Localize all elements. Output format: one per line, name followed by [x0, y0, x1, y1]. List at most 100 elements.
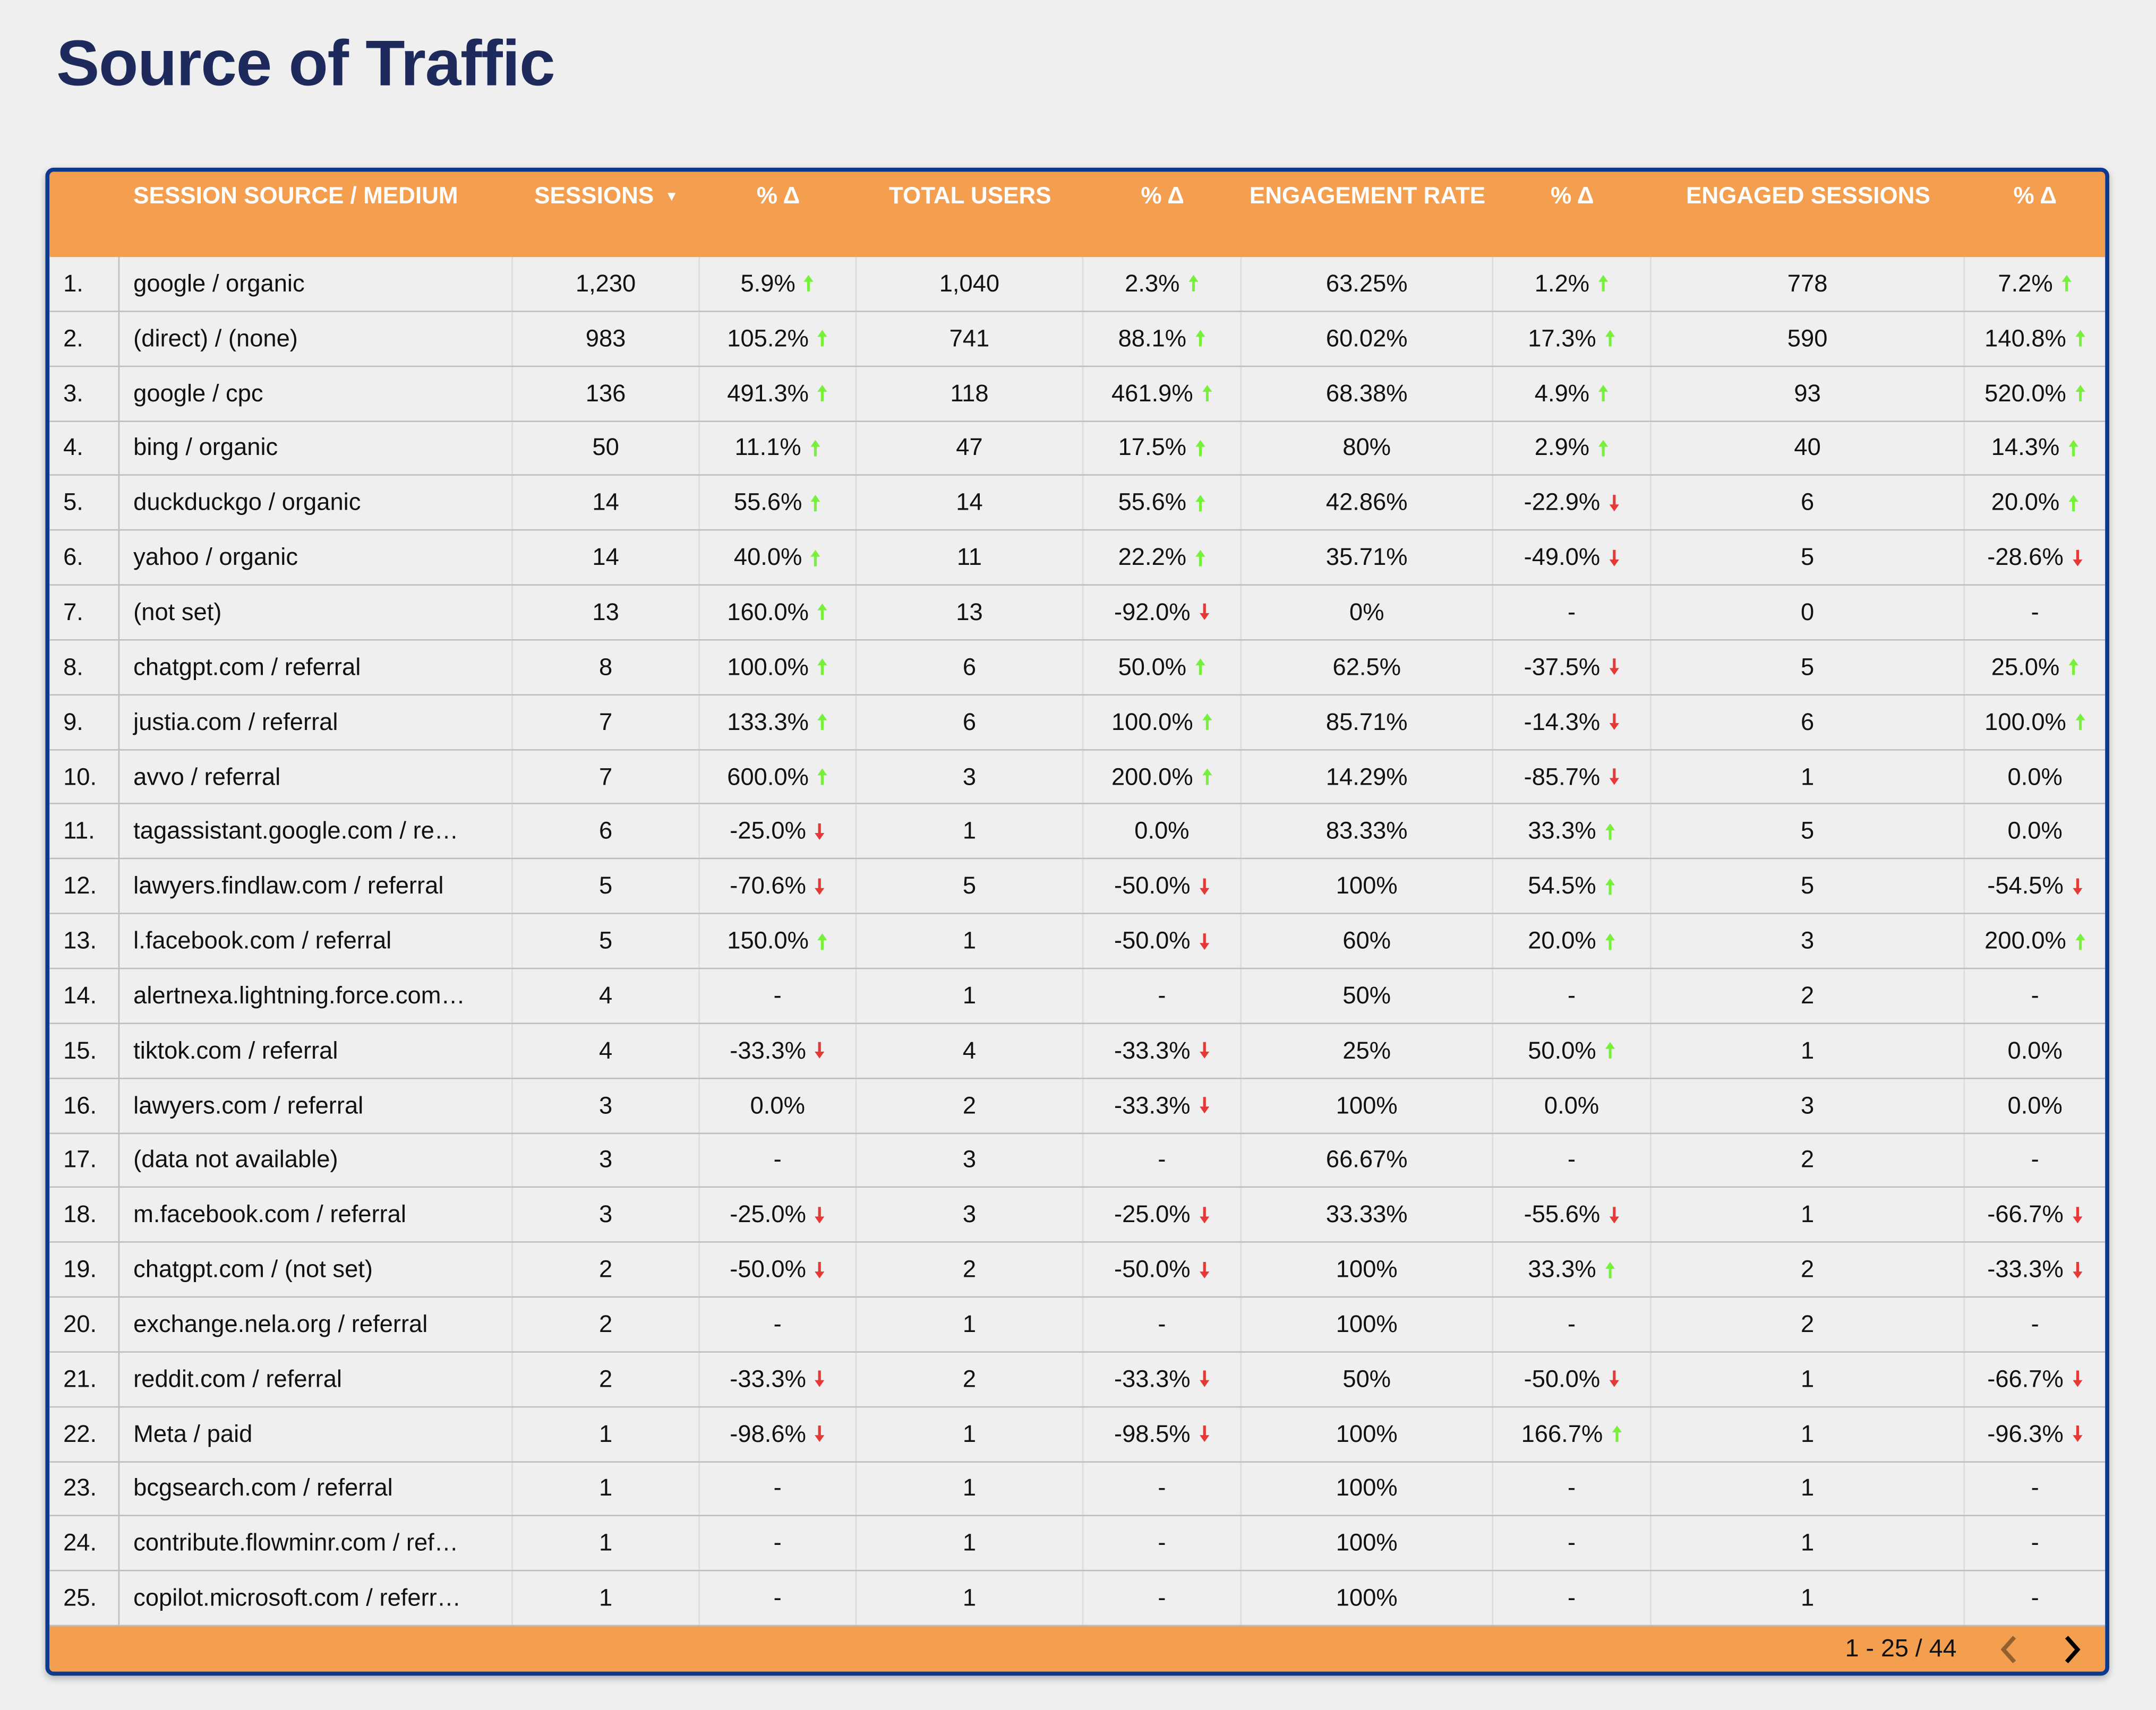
table-row[interactable]: 17. (data not available) 3 - 3 - 66.67% - 2 - [49, 1133, 2106, 1189]
cell-value: 1 [1801, 762, 1815, 790]
table-row[interactable]: 20. exchange.nela.org / referral 2 - 1 - 100% -… [49, 1297, 2106, 1353]
engaged-sessions-change-cell: -66.7% [1965, 1353, 2105, 1406]
cell-value: 14.29% [1325, 762, 1408, 790]
table-row[interactable]: 21. reddit.com / referral 2 -33.3% 2 -33.3% 50… [49, 1352, 2106, 1407]
engagement-rate-cell: 0% [1242, 586, 1493, 639]
cell-value: - [2031, 1529, 2039, 1557]
engagement-change-cell: - [1493, 1297, 1652, 1351]
header-users-change[interactable]: % Δ [1083, 172, 1242, 257]
table-row[interactable]: 15. tiktok.com / referral 4 -33.3% 4 -33.3% 25… [49, 1024, 2106, 1079]
arrow-up-icon [810, 440, 820, 457]
header-engagement-change[interactable]: % Δ [1493, 172, 1652, 257]
table-row[interactable]: 5. duckduckgo / organic 14 55.6% 14 55.6% 42.8… [49, 476, 2106, 531]
engaged-sessions-change-cell: 0.0% [1965, 805, 2105, 858]
table-row[interactable]: 19. chatgpt.com / (not set) 2 -50.0% 2 -50.0%… [49, 1243, 2106, 1298]
cell-value: 1 [1801, 1474, 1815, 1502]
engaged-sessions-cell: 5 [1652, 531, 1965, 585]
table-row[interactable]: 1. google / organic 1,230 5.9% 1,040 2.3% 63.2… [49, 257, 2106, 312]
arrow-down-icon [1609, 1371, 1619, 1388]
cell-value: 200.0% [1111, 762, 1193, 790]
cell-value: 68.38% [1325, 379, 1408, 407]
engaged-sessions-change-cell: 14.3% [1965, 422, 2105, 475]
cell-value: 3 [962, 1200, 977, 1228]
arrow-up-icon [2068, 440, 2078, 457]
cell-value: -70.6% [730, 872, 806, 899]
row-index: 13. [49, 914, 120, 968]
cell-value: 25% [1342, 1036, 1391, 1064]
table-row[interactable]: 6. yahoo / organic 14 40.0% 11 22.2% 35.71% -49… [49, 531, 2106, 586]
source-medium-cell: m.facebook.com / referral [119, 1188, 513, 1242]
table-row[interactable]: 11. tagassistant.google.com / re… 6 -25.0% 1… [49, 804, 2106, 860]
sessions-cell: 50 [513, 421, 700, 475]
engagement-change-cell: -50.0% [1493, 1352, 1652, 1406]
arrow-up-icon [1195, 440, 1205, 457]
header-label: SESSIONS [534, 183, 654, 209]
cell-value: 2 [962, 1364, 977, 1393]
cell-value: 7 [598, 707, 613, 735]
arrow-up-icon [1188, 275, 1199, 293]
table-row[interactable]: 23. bcgsearch.com / referral 1 - 1 - 100% - 1 - [49, 1462, 2106, 1517]
cell-value: 1 [962, 981, 977, 1009]
table-row[interactable]: 4. bing / organic 50 11.1% 47 17.5% 80% 2.9% 40 1… [49, 421, 2106, 476]
users-change-cell: -33.3% [1083, 1078, 1242, 1132]
table-row[interactable]: 22. Meta / paid 1 -98.6% 1 -98.5% 100% 166.7% 1 -… [49, 1407, 2106, 1462]
cell-value: - [2031, 981, 2039, 1009]
table-row[interactable]: 24. contribute.flowminr.com / ref… 1 - 1 - 100… [49, 1517, 2106, 1572]
table-row[interactable]: 16. lawyers.com / referral 3 0.0% 2 -33.3% 100… [49, 1078, 2106, 1133]
row-index: 2. [49, 312, 120, 365]
table-row[interactable]: 7. (not set) 13 160.0% 13 -92.0% 0% - 0 - [49, 586, 2106, 641]
table-row[interactable]: 9. justia.com / referral 7 133.3% 6 100.0% 85.… [49, 695, 2106, 750]
header-total-users[interactable]: TOTAL USERS [857, 172, 1083, 257]
caret-down-icon[interactable]: ▼ [664, 190, 679, 205]
table-row[interactable]: 13. l.facebook.com / referral 5 150.0% 1 -50.… [49, 914, 2106, 969]
engagement-change-cell: 0.0% [1493, 1078, 1652, 1132]
engaged-sessions-cell: 1 [1652, 1024, 1965, 1078]
table-row[interactable]: 25. copilot.microsoft.com / referr… 1 - 1 - 10… [49, 1571, 2106, 1627]
engagement-change-cell: - [1493, 1462, 1652, 1516]
cell-value: 50% [1342, 1364, 1391, 1393]
arrow-down-icon [815, 1206, 825, 1223]
sessions-change-cell: - [700, 1297, 857, 1351]
engagement-change-cell: - [1493, 1517, 1652, 1570]
source-medium-cell: lawyers.com / referral [119, 1078, 513, 1132]
table-row[interactable]: 12. lawyers.findlaw.com / referral 5 -70.6%… [49, 860, 2106, 915]
engagement-change-cell: 50.0% [1493, 1024, 1652, 1078]
engagement-rate-cell: 66.67% [1242, 1133, 1493, 1187]
cell-value: 1 [598, 1419, 613, 1447]
header-engagement-rate[interactable]: ENGAGEMENT RATE [1242, 172, 1493, 257]
engaged-sessions-cell: 1 [1652, 1571, 1965, 1625]
chevron-left-icon[interactable] [1998, 1635, 2017, 1665]
table-row[interactable]: 18. m.facebook.com / referral 3 -25.0% 3 -25.… [49, 1188, 2106, 1243]
cell-value: - [773, 1584, 782, 1612]
header-engaged-sessions[interactable]: ENGAGED SESSIONS [1652, 172, 1965, 257]
engaged-sessions-cell: 1 [1652, 1352, 1965, 1406]
cell-value: 5.9% [740, 269, 795, 297]
table-row[interactable]: 3. google / cpc 136 491.3% 118 461.9% 68.38% 4.… [49, 366, 2106, 422]
table-row[interactable]: 14. alertnexa.lightning.force.com… 4 - 1 - 50%… [49, 969, 2106, 1024]
header-engaged-sessions-change[interactable]: % Δ [1965, 172, 2105, 257]
cell-value: 0.0% [1544, 1090, 1599, 1119]
cell-value: 50 [592, 433, 619, 461]
table-row[interactable]: 8. chatgpt.com / referral 8 100.0% 6 50.0% 62.… [49, 640, 2106, 695]
cell-value: 66.67% [1325, 1145, 1408, 1173]
cell-value: 80% [1342, 433, 1391, 461]
arrow-up-icon [2068, 659, 2078, 676]
header-source-medium[interactable]: SESSION SOURCE / MEDIUM [119, 172, 513, 257]
header-sessions-change[interactable]: % Δ [700, 172, 857, 257]
table-row[interactable]: 10. avvo / referral 7 600.0% 3 200.0% 14.29% -8… [49, 750, 2106, 805]
cell-value: 100.0% [1111, 707, 1193, 735]
arrow-up-icon [1202, 385, 1212, 402]
sessions-cell: 136 [513, 366, 700, 420]
chevron-right-icon[interactable] [2064, 1635, 2083, 1665]
cell-value: 2.3% [1125, 269, 1180, 297]
table-body: 1. google / organic 1,230 5.9% 1,040 2.3% 63.2… [49, 257, 2106, 1627]
cell-value: 33.3% [1528, 1255, 1596, 1283]
header-sessions[interactable]: SESSIONS ▼ [513, 172, 700, 257]
cell-value: -54.5% [1987, 872, 2064, 899]
users-change-cell: 17.5% [1083, 421, 1242, 475]
table-row[interactable]: 2. (direct) / (none) 983 105.2% 741 88.1% 60.0… [49, 312, 2106, 367]
cell-value: -85.7% [1524, 762, 1601, 790]
cell-value: 1,230 [575, 269, 636, 297]
cell-value: - [1568, 1584, 1576, 1612]
